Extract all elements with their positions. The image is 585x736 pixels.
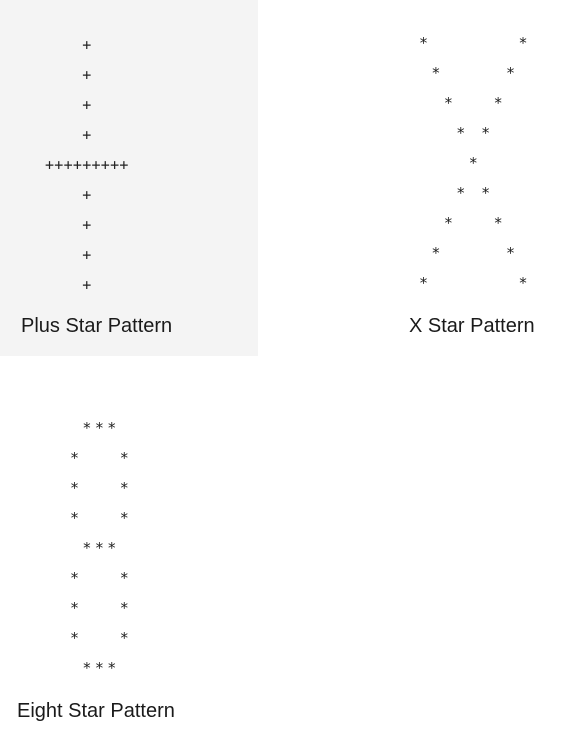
x-star-pattern-art: * * * * * * * * * * * * * * * * * <box>419 28 531 298</box>
x-star-pattern-caption: X Star Pattern <box>409 314 535 338</box>
eight-star-pattern-art: *** * * * * * * *** * * * * * * *** <box>70 413 132 683</box>
x-star-pattern-card[interactable]: * * * * * * * * * * * * * * * * * X Star… <box>350 0 585 356</box>
eight-star-pattern-caption: Eight Star Pattern <box>17 699 175 723</box>
plus-star-pattern-caption: Plus Star Pattern <box>21 314 172 338</box>
plus-star-pattern-art: + + + + +++++++++ + + + + <box>45 30 129 300</box>
eight-star-pattern-card[interactable]: *** * * * * * * *** * * * * * * *** Eigh… <box>0 395 200 736</box>
plus-star-pattern-card[interactable]: + + + + +++++++++ + + + + Plus Star Patt… <box>0 0 258 356</box>
